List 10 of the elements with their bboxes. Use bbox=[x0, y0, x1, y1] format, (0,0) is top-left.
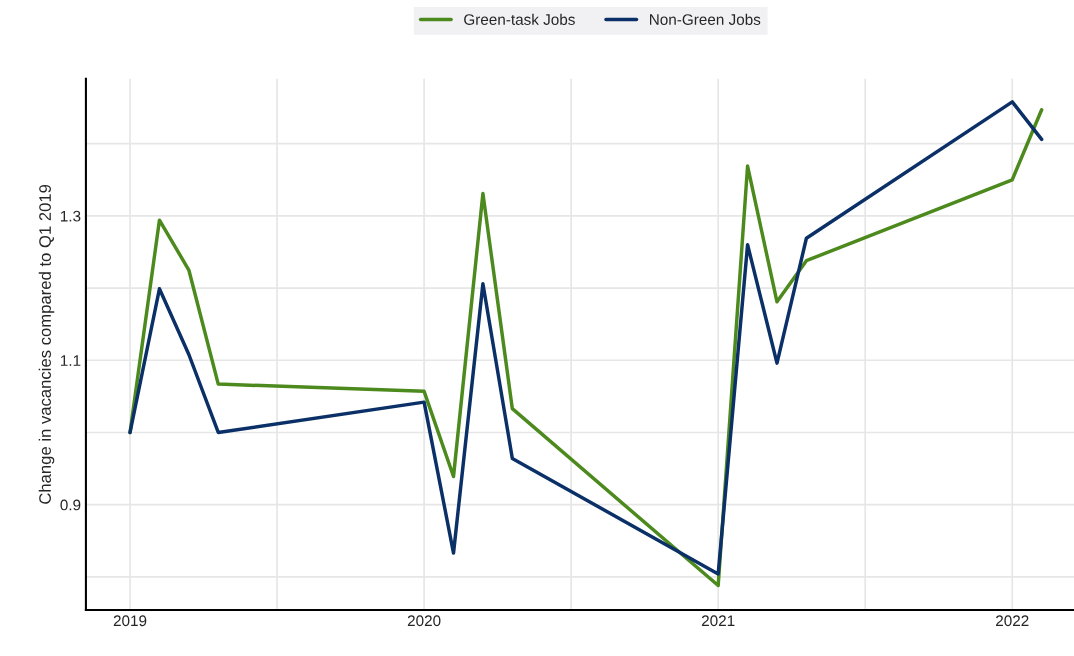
y-tick-label: 0.9 bbox=[60, 499, 81, 511]
x-tick-label: 2020 bbox=[407, 615, 441, 627]
y-tick-label: 1.3 bbox=[60, 210, 81, 222]
x-tick-label: 2022 bbox=[996, 615, 1029, 627]
y-axis-title: Change in vacancies compared to Q1 2019 bbox=[38, 184, 55, 504]
y-tick-label: 1.1 bbox=[60, 355, 81, 366]
x-tick-label: 2019 bbox=[113, 615, 147, 627]
legend-label: Green-task Jobs bbox=[464, 13, 575, 25]
legend-label: Non-Green Jobs bbox=[650, 13, 761, 25]
x-tick-label: 2021 bbox=[701, 615, 735, 627]
